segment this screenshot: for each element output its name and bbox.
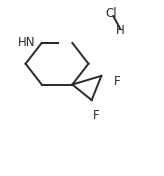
Text: F: F: [92, 109, 99, 122]
Text: HN: HN: [18, 36, 35, 49]
Text: F: F: [114, 75, 121, 88]
Text: H: H: [116, 24, 125, 37]
Text: Cl: Cl: [105, 7, 117, 20]
